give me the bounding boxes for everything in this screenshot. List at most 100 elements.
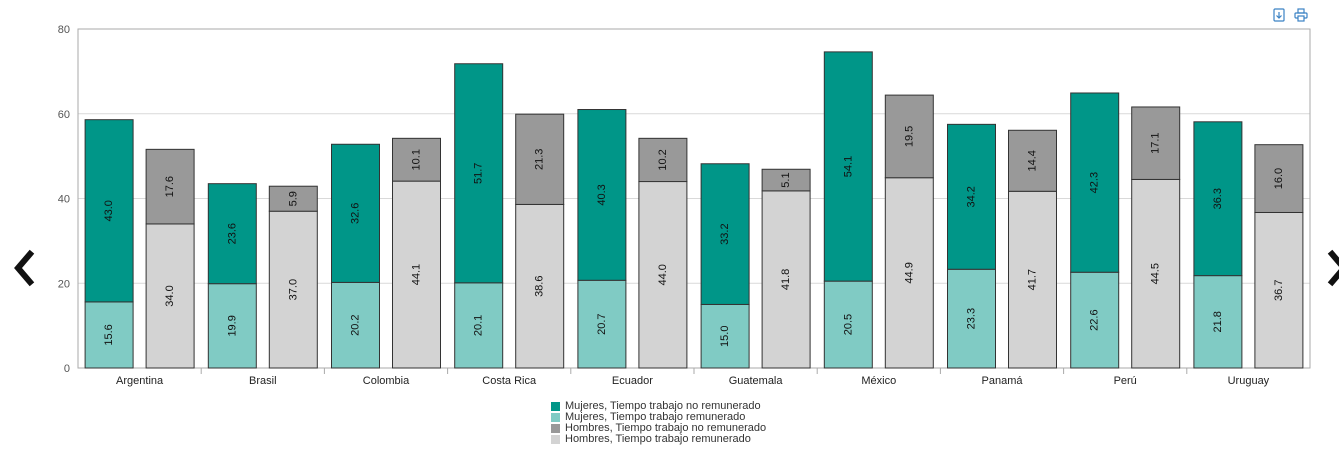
y-tick-label: 80	[58, 24, 70, 36]
data-label: 10.1	[411, 149, 423, 170]
chart-legend: Mujeres, Tiempo trabajo no remunerado Mu…	[551, 401, 766, 445]
x-tick-label: Colombia	[363, 375, 410, 387]
data-label: 42.3	[1089, 172, 1101, 193]
bar-segment	[1070, 92, 1120, 273]
bar-segment	[84, 119, 134, 303]
data-label: 10.2	[657, 149, 669, 170]
data-label: 15.6	[103, 324, 115, 345]
legend-item[interactable]: Hombres, Tiempo trabajo no remunerado	[551, 423, 766, 434]
download-icon[interactable]	[1272, 8, 1286, 22]
data-label: 41.7	[1027, 269, 1039, 290]
x-tick-label: México	[861, 375, 896, 387]
bar-segment	[577, 109, 627, 281]
data-label: 17.1	[1150, 132, 1162, 153]
data-label: 40.3	[596, 184, 608, 205]
bar-segment	[454, 63, 504, 284]
x-tick-label: Panamá	[982, 375, 1024, 387]
data-label: 22.6	[1089, 309, 1101, 330]
legend-item[interactable]: Hombres, Tiempo trabajo remunerado	[551, 434, 766, 445]
bar-segment	[638, 181, 688, 369]
data-label: 21.3	[534, 149, 546, 170]
bar-segment	[884, 177, 934, 369]
data-label: 20.7	[596, 313, 608, 334]
bar-segment	[1193, 275, 1243, 369]
data-label: 20.2	[350, 314, 362, 335]
data-label: 41.8	[780, 269, 792, 290]
data-label: 14.4	[1027, 150, 1039, 171]
bar-segment	[1008, 129, 1057, 192]
bar-segment	[207, 283, 257, 369]
chevron-left-icon[interactable]	[8, 248, 38, 288]
bar-segment	[700, 303, 750, 369]
data-label: 44.5	[1150, 263, 1162, 284]
data-label: 36.7	[1273, 280, 1285, 301]
bar-segment	[1070, 271, 1120, 369]
bar-segment	[268, 185, 318, 212]
bar-segment	[577, 279, 627, 369]
bar-segment	[947, 123, 996, 270]
bar-segment	[884, 94, 934, 179]
data-label: 23.3	[966, 308, 978, 329]
x-tick-label: Guatemala	[729, 375, 784, 387]
legend-swatch	[551, 435, 560, 444]
data-label: 21.8	[1212, 311, 1224, 332]
x-tick-label: Costa Rica	[482, 375, 537, 387]
x-tick-label: Uruguay	[1228, 375, 1270, 387]
bar-segment	[331, 143, 380, 283]
legend-swatch	[551, 402, 560, 411]
data-label: 37.0	[287, 279, 299, 300]
y-tick-label: 60	[58, 109, 70, 121]
data-label: 54.1	[842, 156, 854, 177]
bar-segment	[145, 148, 195, 225]
data-label: 20.5	[842, 314, 854, 335]
data-label: 36.3	[1212, 188, 1224, 209]
bar-segment	[700, 163, 750, 305]
bar-segment	[1008, 190, 1057, 369]
data-label: 23.6	[226, 223, 238, 244]
bar-segment	[145, 223, 195, 369]
bar-segment	[823, 51, 873, 282]
x-tick-label: Perú	[1114, 375, 1137, 387]
legend-item[interactable]: Mujeres, Tiempo trabajo no remunerado	[551, 401, 766, 412]
bar-segment	[947, 268, 996, 369]
data-label: 44.9	[903, 262, 915, 283]
data-label: 16.0	[1273, 168, 1285, 189]
y-tick-label: 40	[58, 194, 70, 206]
bar-segment	[392, 137, 441, 182]
legend-label: Hombres, Tiempo trabajo remunerado	[565, 433, 751, 445]
data-label: 33.2	[719, 223, 731, 244]
bar-segment	[1254, 211, 1304, 369]
data-label: 44.0	[657, 264, 669, 285]
bar-segment	[515, 113, 565, 205]
bar-segment	[392, 180, 441, 369]
data-label: 17.6	[164, 176, 176, 197]
bar-segment	[1131, 106, 1181, 180]
x-tick-label: Argentina	[116, 375, 164, 387]
y-tick-label: 20	[58, 278, 70, 290]
legend-swatch	[551, 413, 560, 422]
legend-item[interactable]: Mujeres, Tiempo trabajo remunerado	[551, 412, 766, 423]
bar-segment	[1254, 144, 1304, 213]
data-label: 34.2	[966, 186, 978, 207]
data-label: 19.9	[226, 315, 238, 336]
legend-label: Hombres, Tiempo trabajo no remunerado	[565, 422, 767, 434]
data-label: 19.5	[903, 126, 915, 147]
bar-segment	[1193, 121, 1243, 277]
data-label: 32.6	[350, 203, 362, 224]
chevron-right-icon[interactable]	[1324, 248, 1339, 288]
bar-segment	[515, 203, 565, 369]
data-label: 5.1	[780, 172, 792, 187]
bar-segment	[761, 168, 811, 192]
data-label: 15.0	[719, 326, 731, 347]
print-icon[interactable]	[1294, 8, 1308, 22]
data-label: 5.9	[287, 191, 299, 206]
y-tick-label: 0	[64, 363, 70, 375]
legend-swatch	[551, 424, 560, 433]
bar-segment	[207, 183, 257, 285]
bar-segment	[268, 210, 318, 369]
data-label: 20.1	[473, 315, 485, 336]
x-tick-label: Brasil	[249, 375, 277, 387]
x-tick-label: Ecuador	[612, 375, 653, 387]
bar-segment	[638, 137, 688, 183]
